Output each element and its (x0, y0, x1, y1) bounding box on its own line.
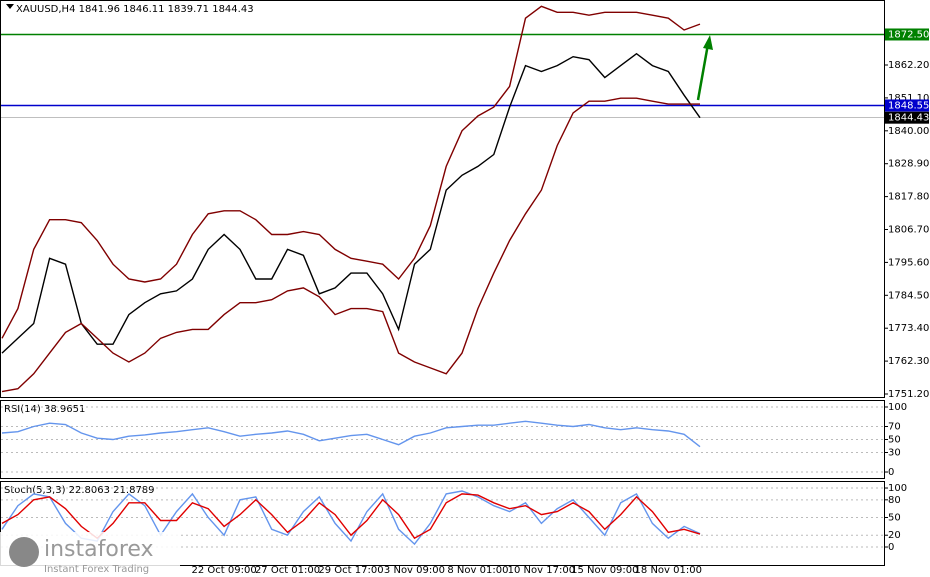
level-box (885, 28, 929, 41)
series-line (1, 52, 701, 354)
x-tick-label: 29 Oct 17:00 (318, 565, 383, 576)
series-line (1, 493, 701, 540)
y-tick-label: 1762.30 (888, 356, 929, 367)
x-tick-label: 8 Nov 01:00 (447, 565, 508, 576)
stoch-panel (0, 481, 885, 566)
x-tick-label: 18 Nov 01:00 (635, 565, 702, 576)
y-tick-label: 30 (888, 448, 901, 459)
x-tick-label: 3 Nov 09:00 (384, 565, 445, 576)
x-tick-label: 27 Oct 01:00 (255, 565, 320, 576)
series-line (1, 490, 701, 546)
y-tick-label: 1784.50 (888, 290, 929, 301)
y-tick-label: 50 (888, 435, 901, 446)
x-tick-label: 10 Nov 17:00 (508, 565, 575, 576)
watermark-logo (9, 537, 39, 567)
x-tick-label: 15 Nov 09:00 (571, 565, 638, 576)
series-line (1, 420, 701, 448)
stoch-title: Stoch(5,3,3) 22.8063 21.8789 (4, 485, 155, 496)
y-tick-label: 50 (888, 513, 901, 524)
y-tick-label: 100 (888, 402, 907, 413)
arrow (696, 35, 713, 101)
y-tick-label: 1751.20 (888, 389, 929, 400)
y-tick-label: 0 (888, 467, 894, 478)
watermark-tagline: Instant Forex Trading (44, 564, 149, 575)
level-label: 1848.55 (888, 100, 929, 111)
watermark-brand: instaforex (44, 537, 154, 562)
y-tick-label: 70 (888, 421, 901, 432)
level-label: 1844.43 (888, 113, 929, 124)
series-line (1, 97, 700, 393)
y-tick-label: 1773.40 (888, 323, 929, 334)
y-tick-label: 1817.80 (888, 192, 929, 203)
y-tick-label: 1828.90 (888, 159, 929, 170)
y-tick-label: 100 (888, 483, 907, 494)
y-tick-label: 1795.60 (888, 257, 929, 268)
level-box (885, 111, 929, 124)
y-tick-label: 1851.10 (888, 93, 929, 104)
series-line (1, 5, 701, 339)
y-tick-label: 1806.70 (888, 225, 929, 236)
arrow-head (703, 35, 713, 50)
y-tick-label: 20 (888, 530, 901, 541)
y-tick-label: 1840.00 (888, 126, 929, 137)
x-tick-label: 22 Oct 09:00 (191, 565, 256, 576)
main-panel (0, 0, 885, 398)
y-tick-label: 1862.20 (888, 60, 929, 71)
level-box (885, 99, 929, 112)
chart-title: XAUUSD,H4 1841.96 1846.11 1839.71 1844.4… (16, 4, 254, 15)
symbol-icon (6, 4, 14, 9)
arrow-shaft (696, 43, 710, 101)
y-tick-label: 80 (888, 495, 901, 506)
level-label: 1872.50 (888, 29, 929, 40)
watermark: instaforex Instant Forex Trading (0, 532, 180, 577)
y-tick-label: 0 (888, 542, 894, 553)
rsi-title: RSI(14) 38.9651 (4, 404, 85, 415)
